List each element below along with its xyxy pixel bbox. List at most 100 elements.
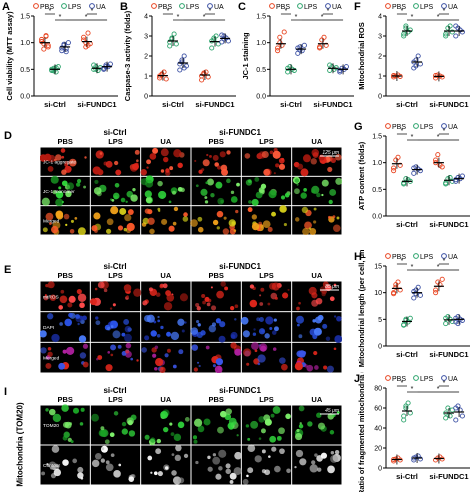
cell-signal [110, 206, 119, 215]
group-label-si-ctrl-e: si-Ctrl [103, 262, 127, 271]
cell-signal [51, 333, 60, 343]
cell-signal [147, 217, 155, 225]
cell-signal [125, 200, 128, 204]
cell-signal [183, 212, 188, 217]
cell-signal [316, 192, 321, 198]
cell-signal [191, 344, 199, 351]
cell-signal [70, 440, 74, 444]
cell-signal [145, 196, 153, 204]
significance-star: * [85, 14, 88, 21]
cell-signal [313, 327, 322, 336]
significance-star: * [443, 380, 446, 387]
cell-signal [104, 439, 110, 445]
cell-signal [262, 220, 271, 229]
y-tick-label: 1.5 [256, 14, 266, 21]
x-group-label: si-Ctrl [396, 100, 418, 109]
cell-signal [233, 467, 242, 476]
cell-signal [82, 361, 89, 368]
y-tick-label: 40 [374, 426, 382, 433]
significance-star: * [411, 134, 414, 141]
cell-signal [286, 468, 291, 474]
data-point [453, 417, 459, 423]
cell-signal [160, 148, 169, 157]
cell-signal [198, 364, 201, 368]
cell-signal [252, 332, 257, 336]
cell-signal [251, 198, 259, 206]
cell-signal [177, 186, 183, 192]
cell-signal [94, 287, 98, 291]
cell-signal [210, 193, 215, 198]
cell-signal [62, 435, 68, 441]
data-point [433, 287, 439, 293]
cell-signal [128, 430, 136, 437]
cell-signal [228, 417, 237, 426]
cell-signal [229, 472, 237, 480]
legend-label-ua: UA [332, 4, 342, 11]
cell-signal [97, 169, 104, 176]
cell-signal [212, 453, 217, 457]
data-point [417, 168, 423, 174]
data-point [453, 33, 459, 39]
cell-signal [230, 190, 235, 195]
cell-signal [76, 288, 82, 295]
cell-signal [157, 180, 163, 187]
legend-label-ua: UA [448, 376, 458, 383]
cell-signal [196, 320, 200, 324]
panel-label-f: F [354, 1, 361, 13]
cell-signal [119, 208, 127, 215]
cell-signal [254, 349, 258, 353]
cell-signal [61, 200, 65, 204]
cell-signal [97, 355, 103, 360]
data-point [171, 31, 177, 37]
legend-marker-ua [441, 123, 447, 129]
cell-signal [93, 212, 101, 220]
cell-signal [59, 295, 68, 304]
cell-signal [300, 192, 307, 199]
y-axis-label: Mitochondrial ROS [357, 22, 366, 90]
cell-signal [211, 322, 217, 327]
cell-signal [215, 358, 224, 366]
cell-signal [205, 181, 209, 185]
cell-signal [313, 220, 317, 224]
column-label: UA [311, 137, 322, 146]
cell-signal [322, 323, 328, 329]
cell-signal [177, 162, 183, 169]
cell-signal [225, 408, 232, 415]
cell-signal [336, 411, 340, 414]
cell-signal [225, 463, 231, 469]
cell-signal [79, 422, 84, 426]
panel-label-j: J [354, 373, 360, 385]
y-tick-label: 10 [374, 290, 382, 297]
column-label: LPS [259, 271, 274, 280]
cell-signal [219, 151, 226, 158]
cell-signal [285, 413, 291, 420]
legend-marker-pbs [385, 375, 391, 381]
cell-signal [294, 217, 300, 222]
cell-signal [192, 435, 198, 440]
y-tick-label: 0 [144, 94, 148, 101]
legend-marker-lps [413, 3, 419, 9]
cell-signal [68, 158, 77, 167]
cell-signal [43, 295, 49, 301]
chart-cell-viability: A PBS LPS UA 0.0 0.5 1.0 1.5 Cell viability (MTT… [0, 0, 122, 120]
cell-signal [212, 364, 216, 368]
cell-signal [64, 161, 69, 165]
axis-lines [385, 266, 470, 347]
cell-signal [153, 471, 158, 476]
cell-signal [79, 352, 87, 359]
cell-signal [297, 163, 304, 170]
cell-signal [268, 455, 271, 458]
cell-signal [150, 437, 156, 443]
cell-signal [333, 347, 337, 351]
cell-signal [128, 476, 135, 482]
x-group-label: si-Ctrl [396, 220, 418, 229]
cell-signal [294, 465, 297, 469]
x-group-label: si-FUNDC1 [77, 100, 116, 109]
cell-signal [230, 334, 236, 339]
data-point [177, 67, 183, 73]
cell-signal [298, 334, 303, 339]
legend-label-ua: UA [214, 4, 224, 11]
cell-signal [66, 346, 75, 356]
cell-signal [197, 425, 205, 433]
chart-caspase3: B PBS LPS UA 0 1 2 3 4 Caspase-3 activity (folds)… [118, 0, 240, 120]
